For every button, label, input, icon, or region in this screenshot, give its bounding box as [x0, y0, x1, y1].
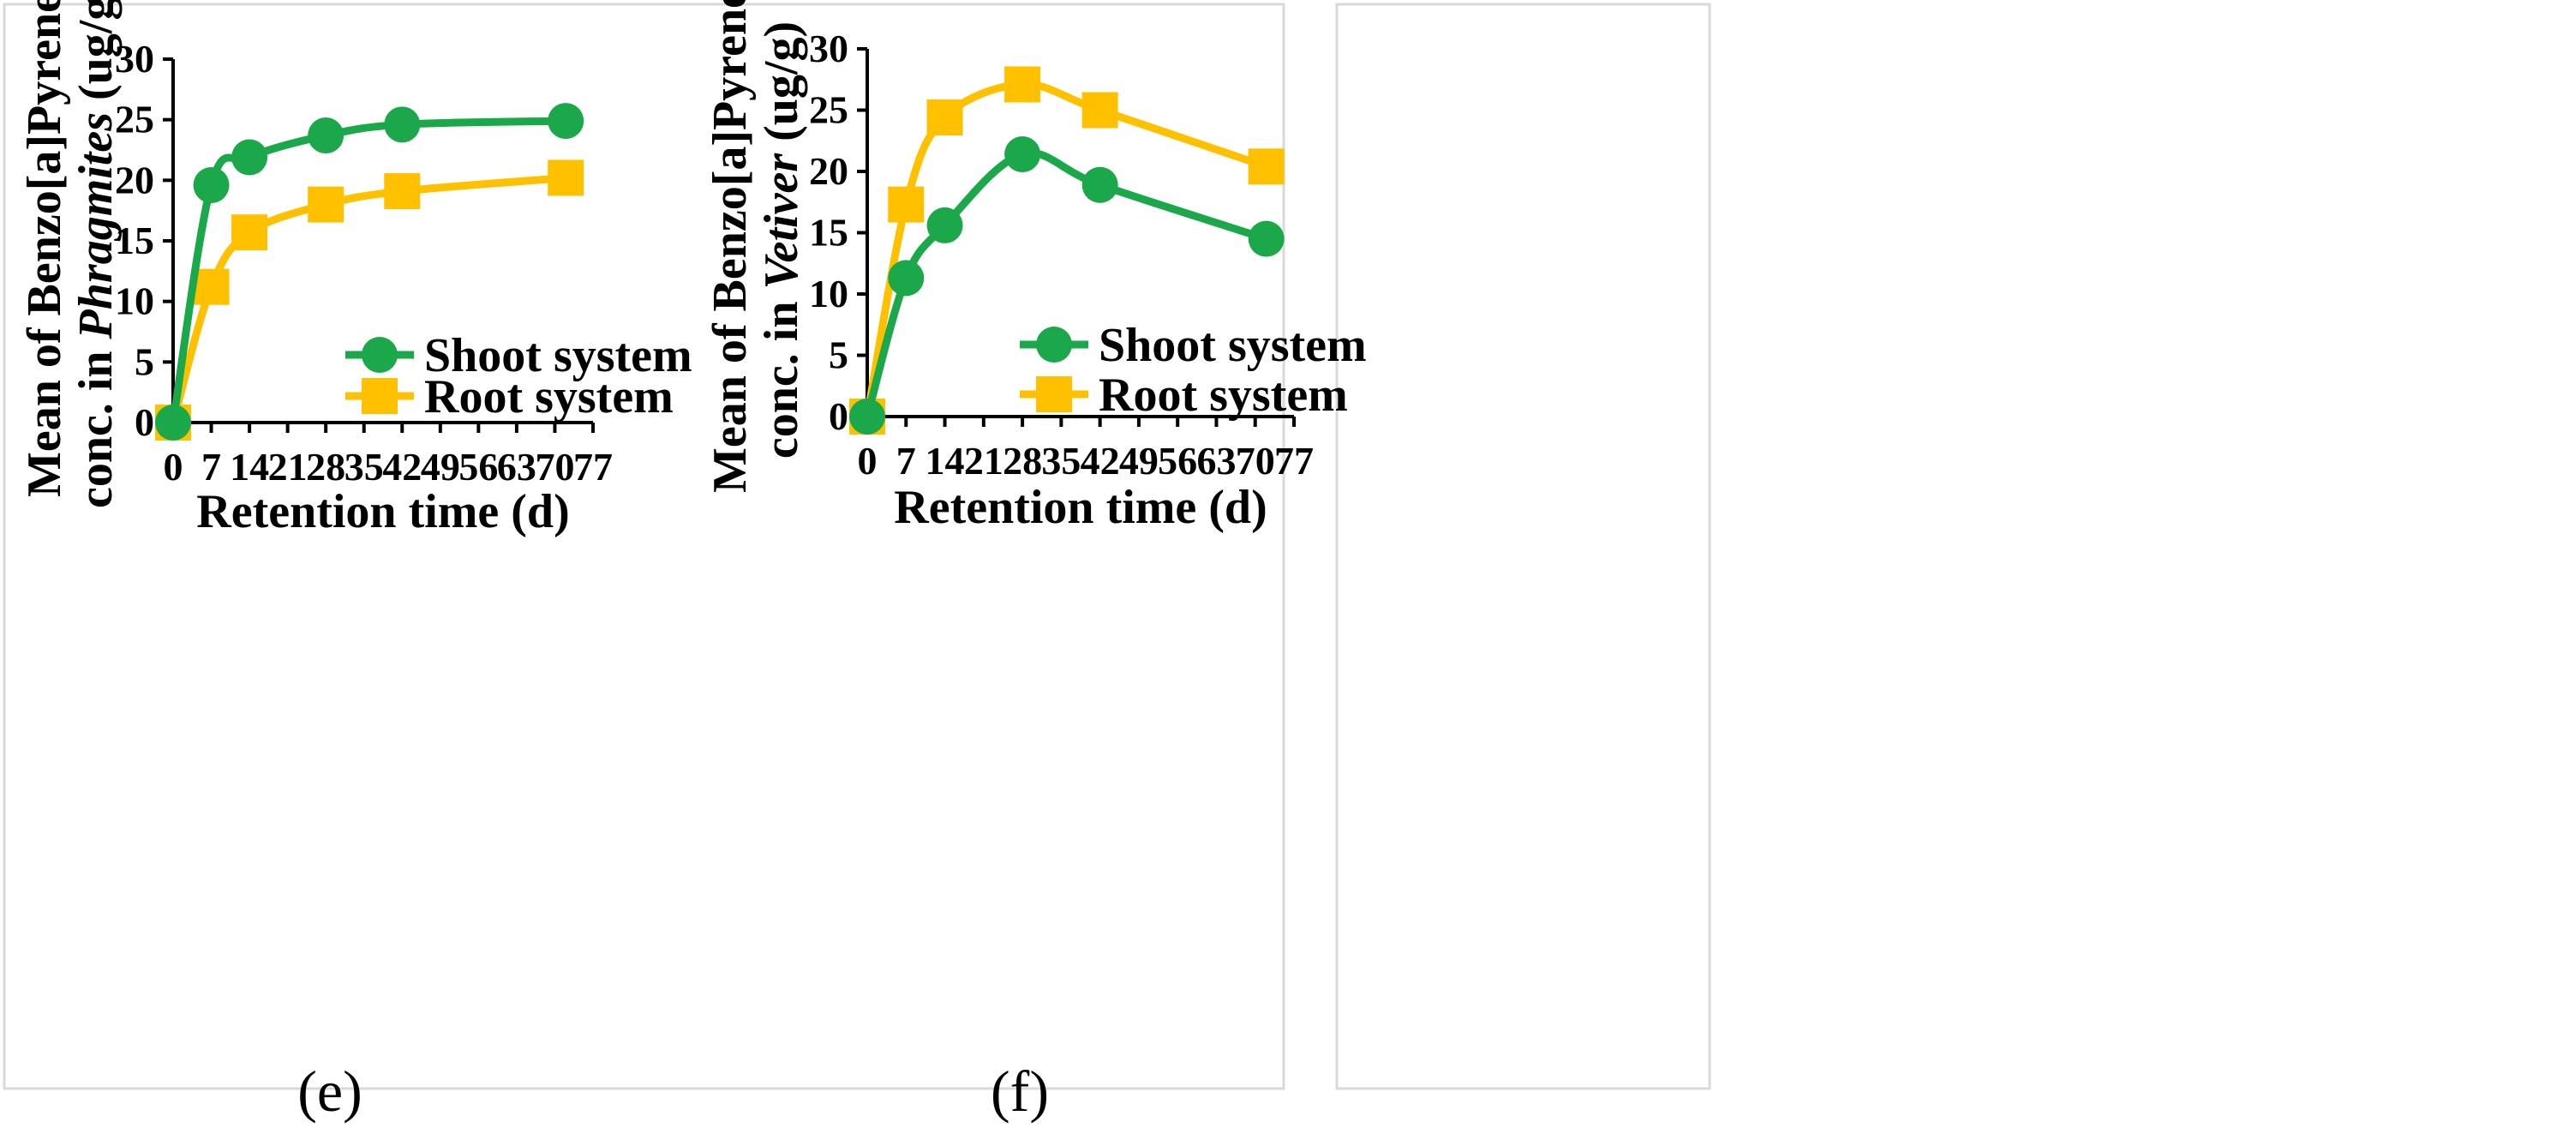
data-point-root-system [193, 268, 230, 305]
data-point-shoot-system [926, 207, 963, 243]
data-point-root-system [1248, 148, 1285, 185]
x-tick-label: 21 [268, 445, 308, 489]
x-tick-label: 28 [1003, 439, 1042, 483]
data-point-root-system [384, 173, 421, 210]
x-tick-label: 28 [306, 445, 345, 489]
series-line-root-system [863, 80, 1271, 421]
x-axis-title: Retention time (d) [196, 485, 569, 538]
x-tick-label: 35 [344, 445, 384, 489]
y-axis-title-line2: conc. in Phragmites (ug/g) [69, 0, 123, 508]
data-point-root-system [1081, 92, 1118, 129]
y-tick-label: 15 [809, 211, 848, 255]
y-tick-label: 5 [829, 333, 848, 377]
x-tick-label: 56 [1158, 439, 1197, 483]
y-axis-title-unit: (ug/g) [755, 21, 808, 153]
legend-label-shoot-system: Shoot system [1099, 319, 1367, 372]
data-point-shoot-system [548, 103, 584, 140]
data-point-shoot-system [1248, 220, 1285, 257]
legend-label-root-system: Root system [424, 370, 674, 423]
x-tick-label: 14 [230, 445, 269, 489]
data-point-shoot-system [193, 166, 230, 203]
x-tick-label: 0 [858, 439, 878, 483]
data-point-root-system [926, 99, 963, 136]
panel-caption-f: (f) [991, 1059, 1049, 1124]
series-line-shoot-system [169, 117, 570, 427]
data-point-root-system [888, 186, 925, 223]
y-axis-title-line2: conc. in Vetiver (ug/g) [755, 21, 808, 459]
y-tick-label: 10 [115, 279, 154, 323]
y-tick-label: 30 [115, 37, 154, 81]
y-axis-title-text: conc. in [69, 339, 123, 508]
y-tick-label: 0 [135, 400, 154, 444]
series-line-shoot-system [863, 149, 1271, 421]
y-tick-label: 15 [115, 219, 154, 262]
x-tick-label: 0 [164, 445, 183, 489]
data-point-root-system [1004, 66, 1041, 103]
data-point-root-system [231, 214, 268, 251]
data-point-shoot-system [888, 260, 925, 297]
x-tick-label: 63 [497, 445, 536, 489]
y-tick-label: 30 [809, 27, 848, 70]
x-tick-label: 7 [201, 445, 221, 489]
data-point-shoot-system [1004, 135, 1041, 172]
y-axis-title-species: Vetiver [755, 153, 808, 290]
x-tick-label: 56 [458, 445, 498, 489]
x-tick-label: 14 [926, 439, 965, 483]
data-point-shoot-system [308, 117, 344, 154]
y-axis-title-species: Phragmites [69, 112, 123, 339]
x-tick-label: 7 [896, 439, 916, 483]
data-point-root-system [548, 159, 584, 196]
x-tick-label: 63 [1196, 439, 1236, 483]
y-axis-title-text: conc. in [755, 290, 808, 459]
chart-frame [3, 3, 1285, 1090]
data-point-shoot-system [155, 405, 191, 441]
series-line-root-system [169, 174, 570, 427]
data-point-root-system [308, 186, 344, 223]
y-axis-title-line1: Mean of Benzo[a]Pyrene [704, 0, 757, 493]
legend-label-shoot-system: Shoot system [424, 329, 692, 382]
x-tick-label: 49 [1119, 439, 1159, 483]
panel-caption-e: (e) [297, 1059, 362, 1124]
y-tick-label: 0 [829, 394, 848, 438]
chart-frame [1335, 3, 1711, 1090]
data-point-shoot-system [1081, 166, 1118, 203]
legend-label-root-system: Root system [1099, 369, 1348, 422]
y-tick-label: 10 [809, 272, 848, 315]
legend-marker-root-system [362, 378, 398, 414]
y-tick-label: 20 [809, 149, 848, 193]
y-tick-label: 25 [809, 88, 848, 132]
x-axis-title: Retention time (d) [894, 481, 1267, 534]
x-tick-label: 49 [421, 445, 460, 489]
y-tick-label: 25 [115, 98, 154, 141]
x-tick-label: 70 [535, 445, 574, 489]
x-tick-label: 42 [382, 445, 422, 489]
x-tick-label: 21 [964, 439, 1003, 483]
legend-marker-shoot-system [362, 337, 398, 373]
data-point-shoot-system [231, 139, 268, 176]
y-axis-title-line1: Mean of Benzo[a]Pyrene [18, 0, 71, 497]
x-tick-label: 35 [1041, 439, 1081, 483]
legend-marker-root-system [1036, 376, 1072, 412]
y-tick-label: 20 [115, 158, 154, 201]
y-axis-title-unit: (ug/g) [69, 0, 123, 112]
x-tick-label: 70 [1236, 439, 1275, 483]
x-tick-label: 42 [1081, 439, 1120, 483]
data-point-shoot-system [384, 106, 421, 143]
y-tick-label: 5 [135, 339, 154, 383]
x-tick-label: 77 [573, 445, 613, 489]
legend-marker-shoot-system [1036, 327, 1072, 363]
data-point-shoot-system [849, 399, 885, 435]
x-tick-label: 77 [1274, 439, 1314, 483]
